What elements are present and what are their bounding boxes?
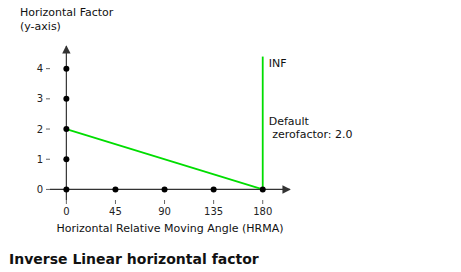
y-axis-label: Horizontal Factor: [20, 6, 114, 19]
x-tick-label: 135: [204, 206, 223, 217]
point: [162, 186, 168, 192]
x-tick: [262, 200, 263, 204]
point: [63, 96, 69, 102]
line: [66, 129, 262, 189]
x-tick-label: 90: [158, 206, 171, 217]
y-tick-label: 3: [37, 93, 43, 104]
point: [112, 186, 118, 192]
x-tick: [213, 200, 214, 204]
y-tick: [46, 98, 50, 99]
x-tick: [115, 200, 116, 204]
point: [260, 186, 266, 192]
line: [262, 57, 264, 190]
point: [63, 66, 69, 72]
point: [211, 186, 217, 192]
point: [63, 126, 69, 132]
y-tick: [46, 159, 50, 160]
x-tick-label: 45: [109, 206, 122, 217]
chart: 0 45 90 135 180 0 1 2 3 4 INF Default zerofactor: 2…: [0, 0, 461, 272]
y-tick-label: 0: [37, 184, 43, 195]
annotation: Default zerofactor: 2.0: [269, 115, 353, 141]
y-tick: [46, 68, 50, 69]
y-axis-label: (y-axis): [20, 20, 61, 33]
point: [63, 156, 69, 162]
x-tick: [164, 200, 165, 204]
title: Inverse Linear horizontal factor: [9, 251, 259, 267]
x-axis-label: Horizontal Relative Moving Angle (HRMA): [56, 222, 283, 235]
x-tick: [66, 200, 67, 204]
x-tick-label: 0: [63, 206, 69, 217]
y-tick-label: 2: [37, 124, 43, 135]
point: [63, 186, 69, 192]
y-tick-label: 4: [37, 63, 43, 74]
x-axis-line: [50, 189, 290, 190]
x-tick-label: 180: [253, 206, 272, 217]
y-tick-label: 1: [37, 154, 43, 165]
plot-area: [63, 57, 265, 193]
annotation: INF: [269, 57, 287, 70]
y-tick: [46, 189, 50, 190]
y-tick: [46, 129, 50, 130]
